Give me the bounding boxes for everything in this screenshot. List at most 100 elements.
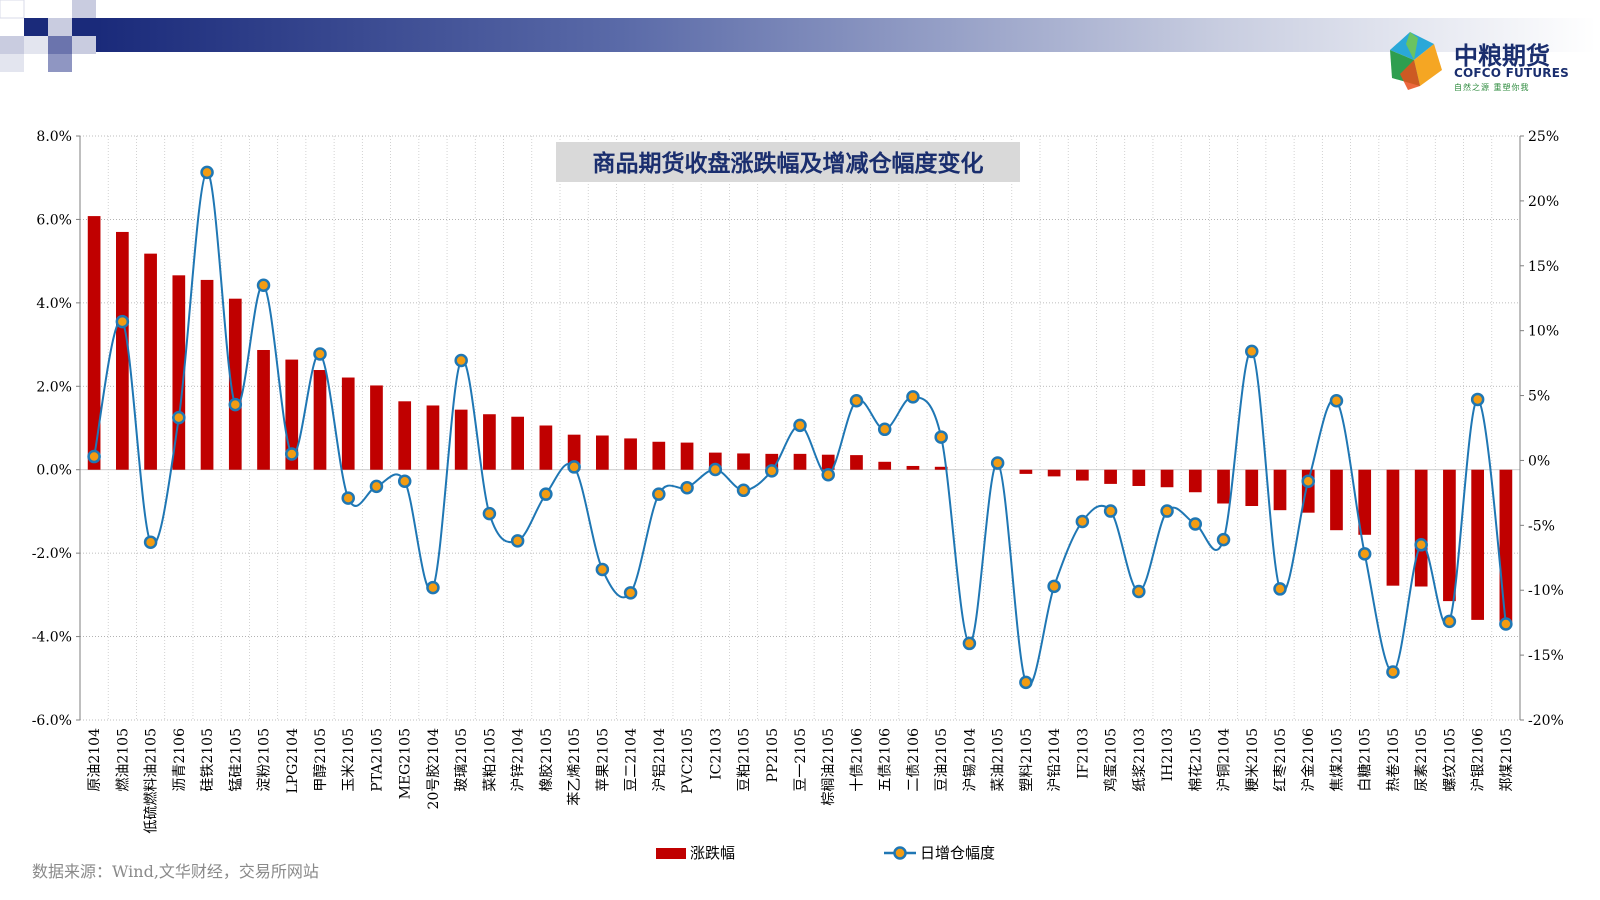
category-label: PP2105 [765, 728, 781, 782]
line-marker [285, 447, 299, 461]
bar [426, 405, 440, 470]
category-label: 硅铁2105 [200, 728, 216, 792]
title-layer: 商品期货收盘涨跌幅及增减仓幅度变化 [556, 142, 1020, 182]
header-gradient-bar [0, 0, 1596, 72]
bar [737, 453, 750, 470]
bar [652, 441, 666, 470]
bar [1386, 469, 1400, 586]
line-marker [1047, 579, 1061, 594]
line-marker [849, 393, 864, 408]
bar [567, 434, 581, 470]
bar [1499, 469, 1513, 622]
line-marker [115, 314, 130, 329]
category-label: IF2103 [1075, 728, 1091, 779]
line-series-path [93, 171, 1507, 687]
category-label: IC2103 [708, 728, 724, 780]
line-marker [1245, 344, 1259, 359]
bar [624, 438, 637, 470]
bar [341, 377, 355, 470]
right-tick-label: -20% [1528, 713, 1564, 729]
category-label: 沪银2106 [1471, 728, 1487, 792]
cofco-futures-logo: 中粮期货 COFCO FUTURES 自然之源 重塑你我 [1378, 30, 1588, 100]
category-label: 粳米2105 [1245, 728, 1261, 792]
logo-name-cn: 中粮期货 [1454, 42, 1550, 70]
bar [200, 279, 214, 470]
right-tick-label: 25% [1528, 129, 1559, 145]
bar [793, 453, 807, 470]
category-label: 棕榈油2105 [821, 728, 837, 806]
bar [1076, 469, 1089, 481]
category-label: 沪锡2104 [962, 728, 978, 792]
line-marker [426, 580, 440, 595]
line-marker [228, 397, 243, 412]
category-label: 燃油2105 [114, 728, 131, 792]
line-marker [539, 487, 553, 501]
category-label: 十债2106 [849, 728, 865, 792]
bar [906, 465, 920, 470]
left-tick-label: 4.0% [36, 296, 72, 312]
logo-slogan: 自然之源 重塑你我 [1454, 83, 1530, 92]
line-marker [256, 278, 271, 292]
line-marker [1499, 617, 1513, 631]
category-label: 玉米2105 [341, 728, 357, 792]
bar [1443, 469, 1456, 602]
legend-bar-swatch [656, 848, 686, 859]
line-marker [962, 636, 977, 651]
category-label: 玻璃2105 [453, 728, 470, 792]
right-tick-label: 0% [1528, 453, 1550, 469]
category-label: 豆油2105 [934, 728, 950, 792]
line-marker [708, 462, 723, 477]
category-label: 塑料2105 [1019, 728, 1035, 792]
bar [1358, 469, 1372, 535]
bar [1019, 469, 1033, 474]
line-marker [652, 487, 666, 501]
category-label: 菜粕2105 [482, 728, 498, 792]
category-label: LPG2104 [285, 728, 301, 794]
category-label: 鸡蛋2105 [1103, 728, 1120, 792]
category-label: PTA2105 [369, 728, 385, 792]
bar [1188, 469, 1202, 493]
line-marker [172, 410, 186, 425]
line-series-layer [87, 165, 1513, 690]
bar [87, 216, 101, 470]
line-marker [1273, 582, 1287, 596]
category-label: 沪锌2104 [511, 728, 527, 792]
category-label: 红枣2105 [1273, 728, 1289, 792]
line-marker [934, 430, 948, 444]
line-marker [341, 491, 355, 505]
right-tick-label: 10% [1528, 324, 1559, 340]
bar [680, 442, 694, 470]
bar [821, 454, 835, 470]
legend-line-label: 日增仓幅度 [920, 844, 995, 862]
right-tick-label: -10% [1528, 583, 1564, 599]
category-label: 沥青2106 [172, 728, 188, 792]
line-marker [906, 390, 920, 404]
line-marker [397, 474, 412, 488]
axis-layer: 8.0% 6.0% 4.0% 2.0% 0.0% -2.0% -4.0% -6.0% 25% 20… [32, 129, 1564, 834]
left-tick-label: -4.0% [32, 630, 72, 646]
bar [144, 253, 157, 470]
line-marker [1019, 675, 1033, 690]
bar [228, 298, 242, 470]
line-marker [1442, 614, 1457, 629]
bar [1217, 469, 1230, 504]
line-marker [567, 460, 581, 474]
line-marker [87, 449, 101, 464]
line-marker [1103, 504, 1118, 518]
bar [370, 385, 383, 470]
bar [454, 409, 468, 470]
bar [1330, 469, 1343, 531]
line-marker [1470, 392, 1485, 407]
line-marker [1132, 584, 1146, 599]
bar [1160, 469, 1174, 488]
legend: 涨跌幅 日增仓幅度 [656, 844, 995, 862]
line-marker [1301, 474, 1315, 488]
chart-title: 商品期货收盘涨跌幅及增减仓幅度变化 [593, 150, 984, 177]
bar [483, 414, 496, 470]
category-label: 菜油2105 [991, 728, 1007, 792]
line-marker [623, 586, 638, 600]
line-marker [1160, 504, 1174, 518]
logo-name-en: COFCO FUTURES [1454, 66, 1569, 80]
bar [596, 435, 609, 470]
